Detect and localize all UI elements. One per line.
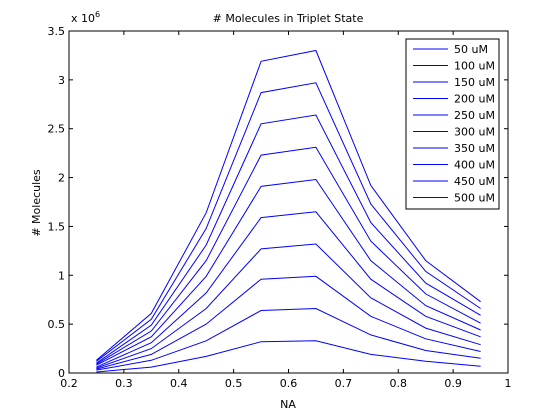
legend-label: 250 uM (454, 109, 495, 122)
y-axis-multiplier-exponent: 6 (95, 10, 100, 19)
x-tick-label: 0.4 (170, 377, 188, 390)
y-tick-label: 0.5 (48, 318, 66, 331)
x-tick-label: 0.8 (390, 377, 408, 390)
y-tick-label: 0 (58, 367, 65, 380)
y-axis-label: # Molecules (30, 169, 43, 237)
legend-label: 400 uM (454, 159, 495, 172)
y-tick-label: 2.5 (48, 123, 66, 136)
y-tick-label: 3.5 (48, 25, 66, 38)
legend-label: 350 uM (454, 142, 495, 155)
legend-label: 100 uM (454, 60, 495, 73)
y-axis-multiplier: x 106 (71, 10, 100, 25)
legend-label: 150 uM (454, 76, 495, 89)
x-tick-label: 0.5 (225, 377, 243, 390)
x-tick-label: 0.7 (335, 377, 353, 390)
x-tick-label: 0.3 (115, 377, 133, 390)
x-axis-label: NA (280, 398, 296, 411)
legend-label: 500 uM (454, 192, 495, 205)
x-tick-label: 0.6 (280, 377, 298, 390)
series-line-5 (96, 212, 480, 367)
x-tick-label: 1 (505, 377, 512, 390)
y-tick-label: 3 (58, 74, 65, 87)
legend-label: 200 uM (454, 93, 495, 106)
y-tick-label: 1 (58, 269, 65, 282)
legend-label: 50 uM (454, 43, 488, 56)
y-axis-multiplier-base: x 10 (71, 12, 95, 25)
y-tick-label: 1.5 (48, 220, 66, 233)
legend-label: 300 uM (454, 126, 495, 139)
chart-title: # Molecules in Triplet State (213, 12, 364, 25)
legend-label: 450 uM (454, 175, 495, 188)
x-tick-label: 0.9 (444, 377, 462, 390)
y-tick-label: 2 (58, 172, 65, 185)
legend: 50 uM 100 uM 150 uM 200 uM 250 uM 300 uM 350 u… (406, 39, 499, 209)
series-line-3 (96, 276, 480, 369)
series-line-1 (96, 341, 480, 372)
